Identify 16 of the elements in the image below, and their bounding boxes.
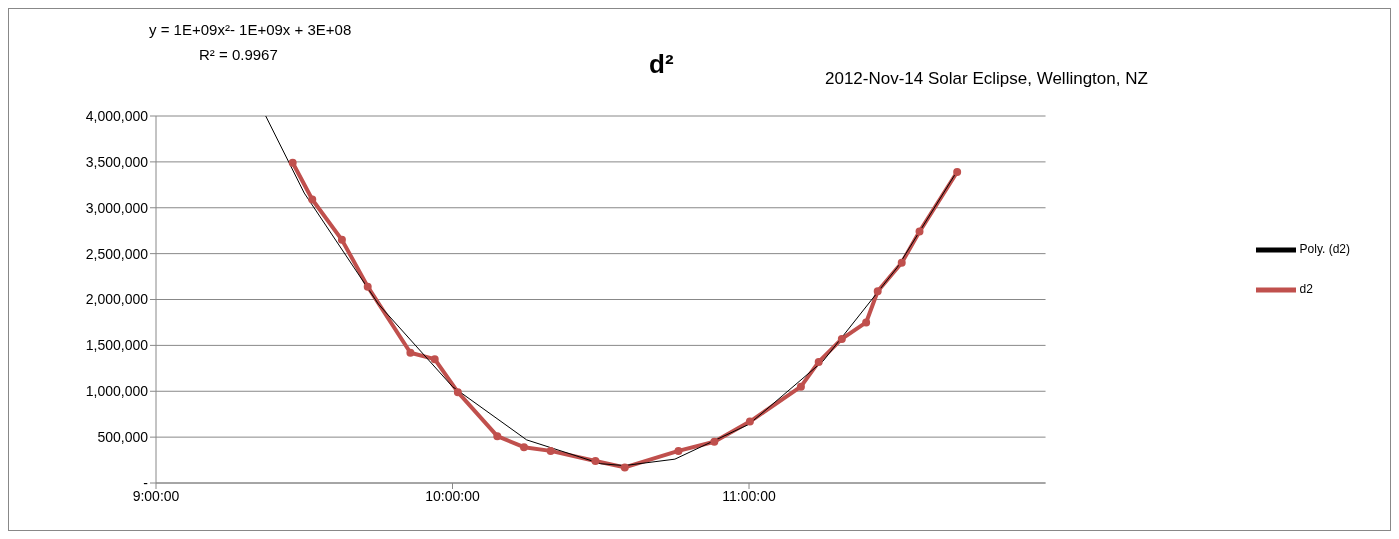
chart-subtitle: 2012-Nov-14 Solar Eclipse, Wellington, NZ bbox=[825, 69, 1148, 89]
chart-title: d² bbox=[649, 49, 674, 80]
legend-label: Poly. (d2) bbox=[1299, 241, 1350, 256]
x-tick-label: 11:00:00 bbox=[722, 487, 776, 504]
x-tick-label: 10:00:00 bbox=[425, 487, 480, 504]
text: R² = 0.9967 bbox=[199, 46, 278, 63]
y-tick-label: 500,000 bbox=[97, 429, 149, 446]
y-tick-label: 4,000,000 bbox=[85, 107, 149, 124]
y-tick-label: 1,500,000 bbox=[85, 337, 149, 354]
y-tick-label: 3,500,000 bbox=[85, 153, 149, 170]
y-tick-label: 1,000,000 bbox=[85, 383, 149, 400]
y-tick-label: 2,500,000 bbox=[85, 245, 149, 262]
text: y = 1E+09x²- 1E+09x + 3E+08 bbox=[149, 21, 352, 38]
y-tick-label: 3,000,000 bbox=[85, 199, 149, 216]
legend-label: d2 bbox=[1299, 281, 1313, 296]
y-tick-label: 2,000,000 bbox=[85, 291, 149, 308]
